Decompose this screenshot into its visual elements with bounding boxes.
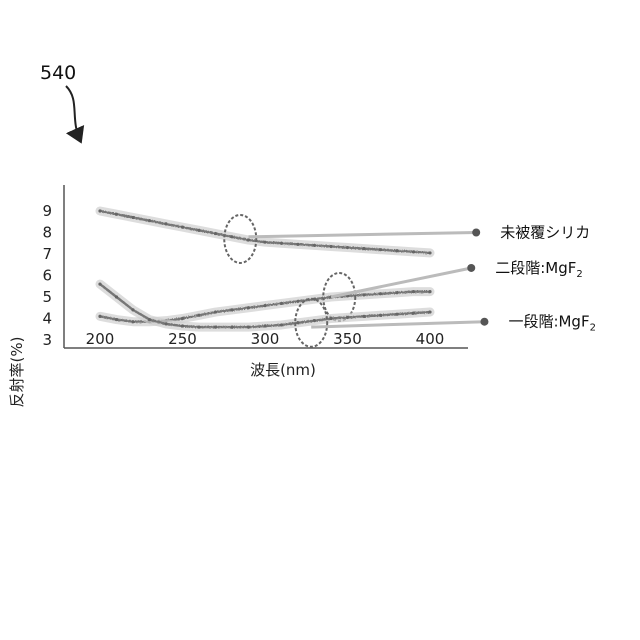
data-point xyxy=(197,229,200,232)
data-point xyxy=(428,290,431,293)
x-tick-label: 250 xyxy=(168,330,197,348)
data-point xyxy=(131,320,134,323)
y-axis-title: 反射率(%) xyxy=(8,337,26,408)
y-tick-label: 9 xyxy=(42,202,52,220)
data-point xyxy=(98,209,101,212)
data-point xyxy=(362,247,365,250)
data-point xyxy=(197,314,200,317)
data-point xyxy=(164,222,167,225)
series-label-2: 二段階:MgF2 xyxy=(495,259,583,280)
data-point xyxy=(148,219,151,222)
x-axis-title: 波長(nm) xyxy=(250,361,316,379)
data-point xyxy=(247,326,250,329)
data-point xyxy=(115,318,118,321)
data-point xyxy=(280,242,283,245)
callout-marker xyxy=(480,318,488,326)
data-point xyxy=(98,315,101,318)
callout-marker xyxy=(467,264,475,272)
series-label-1: 未被覆シリカ xyxy=(500,224,590,242)
y-tick-label: 7 xyxy=(42,245,52,263)
data-point xyxy=(379,314,382,317)
data-point xyxy=(263,304,266,307)
x-tick-label: 350 xyxy=(333,330,362,348)
data-point xyxy=(181,317,184,320)
data-point xyxy=(379,248,382,251)
data-point xyxy=(148,318,151,321)
y-tick-label: 5 xyxy=(42,288,52,306)
data-point xyxy=(230,235,233,238)
callout-marker xyxy=(472,229,480,237)
data-point xyxy=(263,324,266,327)
data-point xyxy=(412,250,415,253)
series-halo xyxy=(100,211,430,253)
data-point xyxy=(214,326,217,329)
data-point xyxy=(98,283,101,286)
data-point xyxy=(230,326,233,329)
x-tick-label: 400 xyxy=(416,330,445,348)
data-point xyxy=(296,321,299,324)
data-point xyxy=(313,244,316,247)
data-point xyxy=(313,319,316,322)
y-tick-label: 4 xyxy=(42,310,52,328)
data-point xyxy=(115,295,118,298)
x-tick-label: 200 xyxy=(86,330,115,348)
data-point xyxy=(197,326,200,329)
data-point xyxy=(296,300,299,303)
data-point xyxy=(346,246,349,249)
data-point xyxy=(428,310,431,313)
figure-label-arrow xyxy=(66,86,80,140)
data-point xyxy=(247,306,250,309)
data-point xyxy=(412,290,415,293)
data-point xyxy=(115,213,118,216)
data-point xyxy=(379,292,382,295)
data-point xyxy=(164,322,167,325)
data-point xyxy=(296,243,299,246)
data-point xyxy=(395,313,398,316)
data-point xyxy=(131,308,134,311)
data-point xyxy=(230,308,233,311)
y-tick-label: 3 xyxy=(42,331,52,349)
data-point xyxy=(362,293,365,296)
callout-leader xyxy=(249,233,477,237)
data-point xyxy=(263,241,266,244)
data-point xyxy=(247,238,250,241)
data-point xyxy=(214,310,217,313)
x-tick-label: 300 xyxy=(251,330,280,348)
data-point xyxy=(329,317,332,320)
data-point xyxy=(346,316,349,319)
data-point xyxy=(395,249,398,252)
data-point xyxy=(131,216,134,219)
data-point xyxy=(395,291,398,294)
data-point xyxy=(428,251,431,254)
data-point xyxy=(181,226,184,229)
data-point xyxy=(181,324,184,327)
y-tick-label: 6 xyxy=(42,267,52,285)
data-point xyxy=(329,245,332,248)
data-point xyxy=(412,312,415,315)
data-point xyxy=(280,302,283,305)
y-tick-label: 8 xyxy=(42,224,52,242)
series-label-3: 一段階:MgF2 xyxy=(508,313,596,334)
data-point xyxy=(362,315,365,318)
data-point xyxy=(214,232,217,235)
data-point xyxy=(280,323,283,326)
